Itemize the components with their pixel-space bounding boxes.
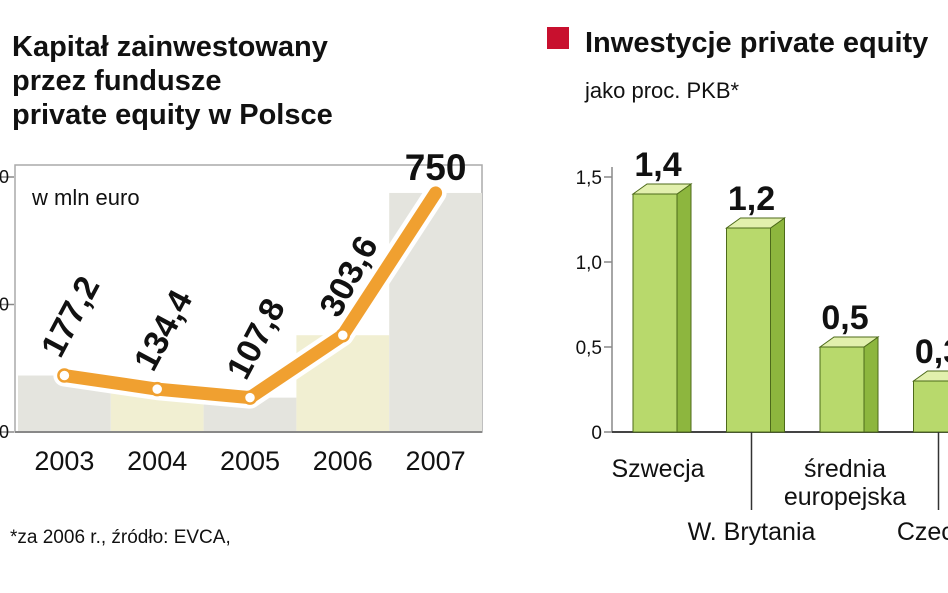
x-tick-label: 2004 — [127, 446, 187, 476]
value-label: 0,5 — [821, 299, 868, 337]
bar-top — [818, 336, 880, 348]
value-label: 1,4 — [634, 146, 681, 184]
point — [242, 390, 258, 405]
bar-side — [676, 183, 692, 433]
x-tick-label: Czechy — [897, 518, 948, 546]
point — [57, 368, 72, 383]
bar-top — [724, 217, 787, 229]
y-tick-label: 0 — [591, 423, 602, 444]
x-tick-label: średnia europejska — [784, 455, 906, 511]
y-tick-label: 0,5 — [576, 338, 602, 359]
bar-side — [863, 336, 879, 433]
chart-subtitle: w mln euro — [31, 185, 140, 210]
value-label: 1,2 — [728, 180, 775, 218]
point — [335, 327, 351, 343]
chart-title: Kapitał zainwestowany przez fundusze priva… — [12, 31, 333, 131]
y-tick-label: 1,0 — [576, 253, 602, 274]
value-label: 177,2 — [34, 270, 108, 363]
value-label: 0,3 — [915, 333, 948, 371]
chart-title: Inwestycje private equity — [585, 27, 928, 59]
y-tick-label: 400 — [0, 295, 9, 315]
x-tick-label: 2007 — [406, 446, 466, 476]
x-tick-label: 2003 — [34, 446, 94, 476]
bar — [819, 346, 865, 433]
bar-top — [631, 183, 693, 195]
x-tick-label: W. Brytania — [688, 518, 816, 546]
bar-side — [770, 217, 785, 433]
y-tick-label: 800 — [0, 167, 9, 187]
bar — [726, 227, 771, 433]
x-tick-label: 2006 — [313, 446, 373, 476]
bar — [913, 380, 948, 433]
x-tick-label: 2005 — [220, 446, 280, 476]
y-tick-label: 1,5 — [576, 168, 602, 189]
title-marker — [547, 27, 569, 49]
point — [149, 381, 165, 397]
value-label: 134,4 — [127, 284, 201, 377]
x-tick-label: Szwecja — [611, 455, 704, 483]
chart-subtitle: jako proc. PKB* — [584, 78, 740, 103]
y-tick-label: 0 — [0, 422, 9, 442]
value-label: 750 — [405, 147, 467, 188]
footnote: *za 2006 r., źródło: EVCA, — [10, 527, 231, 548]
bar-top — [911, 370, 948, 382]
bar — [632, 193, 678, 433]
